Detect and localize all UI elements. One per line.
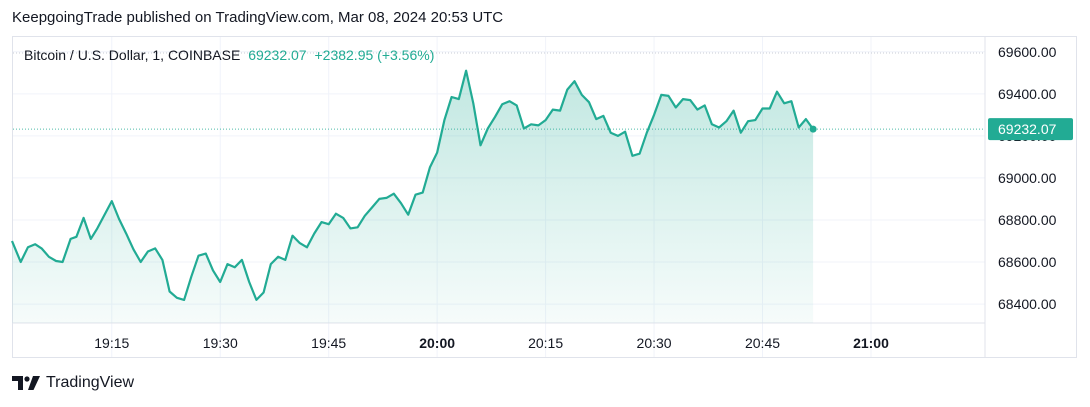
- last-price-tag: 69232.07: [998, 121, 1057, 137]
- chart-legend: Bitcoin / U.S. Dollar, 1, COINBASE 69232…: [24, 47, 434, 63]
- x-tick-label: 19:45: [311, 335, 346, 351]
- y-tick-label: 69600.00: [998, 44, 1057, 60]
- y-tick-label: 68600.00: [998, 254, 1057, 270]
- x-tick-label: 20:45: [745, 335, 780, 351]
- price-tag-layer: 69232.07: [988, 118, 1073, 141]
- y-axis: 69600.0069400.0069200.0069000.0068800.00…: [998, 44, 1057, 312]
- chart-line-layer: [10, 69, 985, 301]
- last-price-tag-bg: [988, 118, 1073, 141]
- chart-area-fill: [12, 70, 814, 323]
- x-axis: 19:15 19:30 19:45 20:00 20:15 20:30 20:45 21:00: [94, 335, 889, 351]
- x-tick-label: 21:00: [853, 335, 889, 351]
- y-tick-label: 68400.00: [998, 296, 1057, 312]
- x-tick-label: 20:30: [637, 335, 672, 351]
- legend-price: 69232.07: [248, 47, 307, 63]
- y-tick-label: 68800.00: [998, 212, 1057, 228]
- legend-change: +2382.95 (+3.56%): [314, 47, 435, 63]
- last-price-dot: [809, 125, 817, 133]
- brand-name: TradingView: [46, 374, 135, 391]
- x-tick-label: 19:15: [94, 335, 129, 351]
- price-area: [12, 70, 814, 323]
- legend-symbol: Bitcoin / U.S. Dollar, 1, COINBASE: [24, 47, 241, 63]
- x-tick-label: 20:00: [419, 335, 455, 351]
- tradingview-brand[interactable]: TradingView: [12, 374, 134, 392]
- y-tick-label: 69400.00: [998, 86, 1057, 102]
- x-tick-label: 19:30: [203, 335, 238, 351]
- y-tick-label: 69000.00: [998, 170, 1057, 186]
- x-tick-label: 20:15: [528, 335, 563, 351]
- price-line: [10, 69, 814, 301]
- tradingview-logo-icon: [12, 376, 40, 390]
- publish-info: KeepgoingTrade published on TradingView.…: [12, 9, 504, 26]
